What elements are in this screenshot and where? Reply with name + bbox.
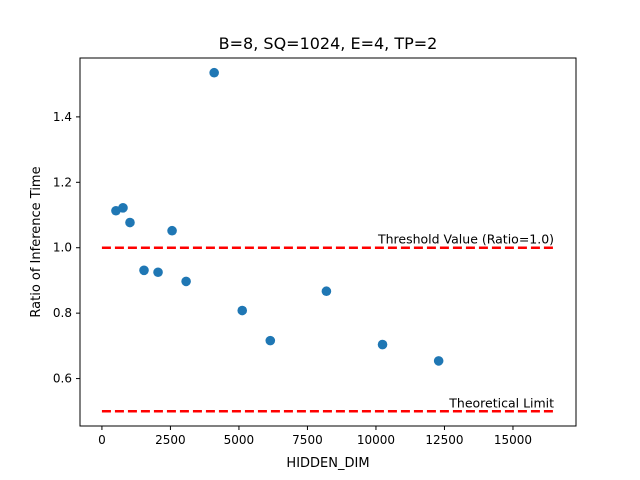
plot-area: Threshold Value (Ratio=1.0) Theoretical L… [53,57,577,447]
reference-line-label-0: Threshold Value (Ratio=1.0) [377,232,554,247]
data-point-10 [321,286,332,297]
data-point-3 [139,265,149,276]
data-point-12 [433,356,444,366]
data-point-9 [265,335,276,346]
x-tick-label-5: 12500 [425,433,463,447]
y-axis-label: Ratio of Inference Time [29,166,44,317]
data-point-1 [118,203,128,213]
y-tick-label-2: 1.0 [53,241,72,255]
data-point-4 [153,267,163,278]
data-point-7 [209,67,219,78]
x-axis-label: HIDDEN_DIM [286,456,369,471]
y-tick-label-0: 0.6 [53,372,72,386]
y-tick-label-4: 1.4 [53,110,72,124]
x-tick-label-4: 10000 [357,433,395,447]
y-tick-label-1: 0.8 [53,306,72,320]
data-point-5 [167,225,177,236]
x-tick-label-1: 2500 [155,433,186,447]
data-point-8 [237,305,248,316]
reference-line-label-1: Theoretical Limit [448,395,554,410]
chart-title: B=8, SQ=1024, E=4, TP=2 [219,34,438,53]
x-tick-label-0: 0 [98,433,106,447]
axes-frame [79,57,577,427]
data-point-6 [181,276,191,287]
x-tick-label-2: 5000 [224,433,255,447]
data-point-2 [125,217,135,228]
y-tick-label-3: 1.2 [53,175,72,189]
x-tick-label-3: 7500 [292,433,323,447]
x-tick-label-6: 15000 [494,433,532,447]
data-point-11 [377,339,388,350]
